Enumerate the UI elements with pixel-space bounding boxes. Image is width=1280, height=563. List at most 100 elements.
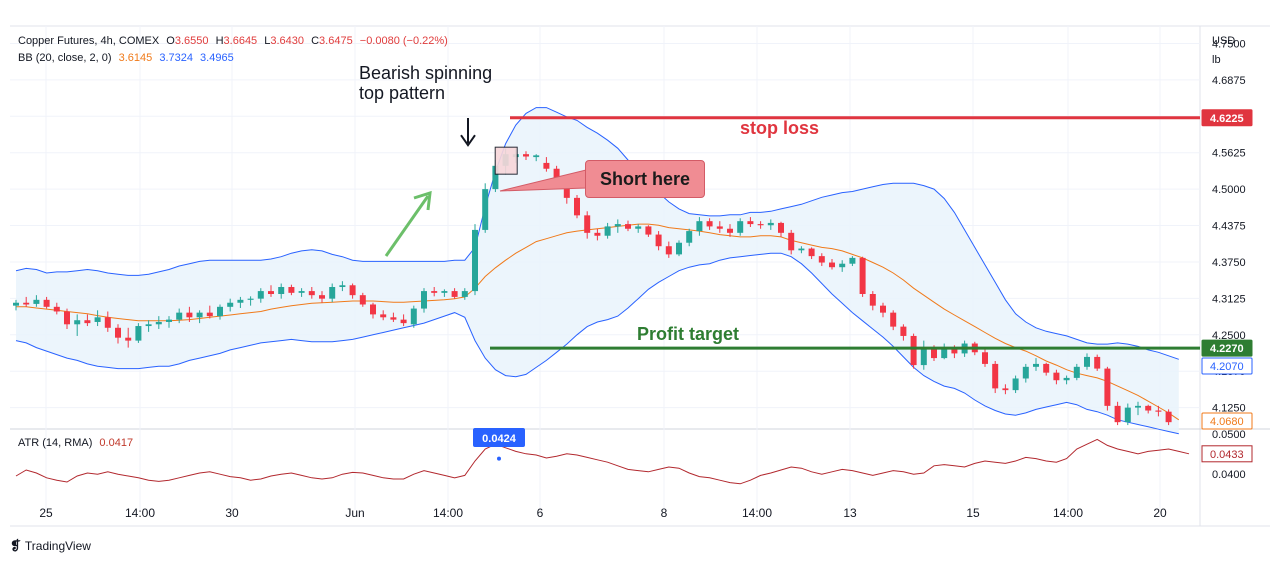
candle-body: [431, 291, 438, 293]
price-tick-label: 4.5625: [1212, 148, 1246, 160]
short-here-text: Short here: [599, 168, 691, 189]
candle-body: [533, 155, 540, 158]
candle: [1002, 384, 1009, 395]
candle-body: [614, 224, 621, 227]
candle-body: [604, 226, 611, 236]
pattern-highlight-box: [494, 146, 518, 175]
candle: [217, 304, 223, 320]
candle-body: [706, 221, 713, 227]
candle-body: [13, 302, 19, 306]
atr-highlight-badge-label: 0.0424: [482, 433, 517, 445]
candle-body: [543, 162, 550, 169]
candle: [859, 256, 866, 297]
bb-legend: BB (20, close, 2, 0) 3.6145 3.7324 3.496…: [18, 52, 238, 64]
candle: [614, 219, 621, 233]
time-tick-label: 14:00: [1053, 506, 1083, 520]
candle: [441, 289, 448, 297]
candle-body: [288, 287, 295, 293]
candle-body: [329, 287, 336, 299]
candle: [543, 157, 550, 172]
candle-body: [553, 168, 560, 181]
candle-body: [74, 320, 81, 325]
candle: [94, 310, 101, 327]
time-tick-label: 6: [537, 506, 544, 520]
time-tick-label: 14:00: [125, 506, 155, 520]
candle-body: [135, 326, 142, 341]
candle: [594, 228, 601, 241]
candle: [982, 349, 988, 367]
candle-body: [155, 321, 162, 325]
candle-body: [727, 228, 733, 233]
candle-body: [43, 299, 50, 307]
candle-body: [1043, 363, 1050, 373]
price-tick-label: 4.5000: [1212, 184, 1246, 196]
candle: [1155, 405, 1162, 417]
candle-body: [1053, 372, 1060, 381]
candle: [778, 221, 784, 237]
candle: [33, 295, 40, 307]
candle: [380, 310, 387, 321]
candle-body: [829, 262, 835, 268]
candle-body: [390, 317, 397, 320]
candle: [257, 288, 264, 303]
green-arrow-shaft: [384, 195, 430, 257]
candle: [349, 283, 356, 299]
candle: [1165, 409, 1172, 426]
atr-legend: ATR (14, RMA) 0.0417: [18, 437, 137, 449]
candle: [247, 296, 254, 306]
candle: [431, 287, 438, 297]
candle-body: [492, 165, 499, 190]
candle-body: [849, 257, 856, 264]
candle-body: [696, 221, 703, 232]
candle: [166, 316, 172, 328]
candle-body: [1063, 377, 1070, 381]
candle: [64, 308, 70, 329]
candle: [1022, 363, 1029, 383]
candle: [329, 283, 336, 303]
price-badge-bb-mid-last: 4.0680: [1201, 412, 1253, 430]
time-tick-label: 15: [966, 506, 980, 520]
candle: [655, 231, 662, 251]
candle-body: [1012, 378, 1019, 391]
candle-body: [941, 347, 948, 359]
pattern-line-2: top pattern: [359, 83, 446, 103]
candle: [145, 320, 152, 332]
candle-body: [227, 302, 234, 307]
high-label: H: [215, 35, 224, 47]
tradingview-logo[interactable]: ❡ TradingView: [10, 538, 91, 554]
atr-tick-label: 0.0500: [1212, 429, 1246, 441]
price-badge-label: 4.2270: [1210, 343, 1244, 355]
candle: [472, 224, 478, 296]
candle-body: [645, 226, 652, 235]
time-tick-label: Jun: [345, 506, 364, 520]
tradingview-logo-text: TradingView: [24, 539, 91, 553]
candle-body: [982, 352, 988, 364]
candle: [798, 246, 805, 254]
candle-body: [247, 298, 254, 300]
price-badge-stop-loss: 4.6225: [1201, 109, 1253, 127]
candle: [920, 340, 927, 370]
candle-body: [1155, 410, 1162, 412]
candle-body: [1165, 411, 1172, 423]
tradingview-logo-icon: ❡: [10, 538, 21, 553]
pattern-line-1: Bearish spinning: [359, 63, 493, 83]
candle: [788, 229, 795, 255]
candle: [1084, 353, 1090, 370]
candle-body: [84, 320, 91, 324]
candle: [604, 222, 611, 239]
atr-last-badge-bg: [1201, 445, 1253, 463]
candle: [155, 316, 162, 329]
price-badge-bg: [1201, 412, 1253, 430]
candle: [1012, 375, 1019, 394]
candle-body: [53, 306, 60, 312]
price-tick-label: 4.3750: [1212, 257, 1246, 269]
candle-body: [482, 189, 489, 230]
candle: [53, 302, 60, 315]
unit-label: lb: [1212, 54, 1221, 66]
candle: [227, 298, 234, 312]
candle-body: [767, 222, 774, 226]
candle: [849, 256, 856, 267]
candle-body: [1002, 388, 1009, 391]
candle: [319, 291, 325, 303]
